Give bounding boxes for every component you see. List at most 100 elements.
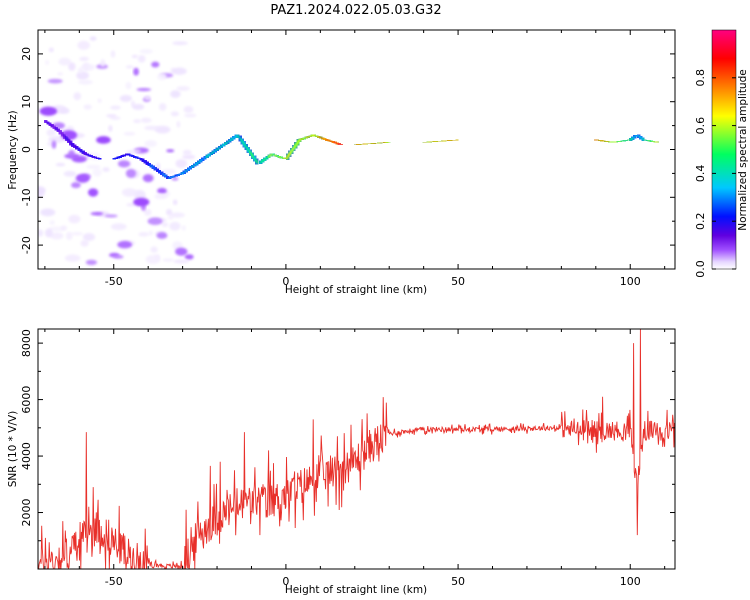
y-tick-label: 8000 — [20, 329, 33, 357]
spectrogram-cell — [71, 182, 81, 189]
spectrogram-cell — [151, 61, 160, 68]
spectrogram-cell — [97, 98, 102, 103]
spectrogram-cell — [44, 60, 50, 65]
spectrogram-cell — [162, 258, 174, 262]
y-tick-label: -20 — [20, 236, 33, 254]
spectrogram-cell — [82, 233, 96, 242]
spectrogram-cell — [64, 254, 81, 262]
spectrogram-cell — [169, 221, 181, 231]
spectrogram-cell — [65, 231, 73, 241]
spectrogram-cell — [133, 67, 139, 76]
y-tick-label: -10 — [20, 188, 33, 206]
spectrogram-cell — [55, 162, 66, 167]
spectrogram-cell — [57, 72, 64, 76]
spectrogram-cell — [145, 254, 161, 264]
spectrogram-cell — [60, 225, 67, 231]
spectrogram-cell — [162, 222, 168, 228]
spectrogram-cell — [172, 67, 187, 75]
spectrogram-cell — [131, 54, 138, 59]
spectrogram-cell — [73, 92, 82, 101]
spectrogram-cell — [110, 50, 116, 58]
x-tick-label: -50 — [105, 275, 123, 288]
spectrogram-cell — [68, 62, 76, 71]
spectrogram-cell — [157, 187, 167, 194]
spectrogram-cell — [166, 149, 175, 153]
spectrogram-cell — [49, 220, 55, 225]
spectrogram-cell — [78, 79, 93, 85]
spectrogram-cell — [156, 232, 168, 239]
snr-panel: -50 0 50 100 2000 4000 6000 8000 Height of str… — [7, 328, 676, 596]
x-tick-label: 50 — [451, 275, 465, 288]
spectrogram-cell — [133, 197, 150, 207]
spectrogram-cell — [142, 174, 154, 183]
spectrogram-cell — [71, 232, 84, 236]
spectrogram-cell — [132, 103, 145, 110]
snr-frame — [37, 328, 676, 570]
spectrogram-cell — [38, 189, 45, 198]
spectrogram-cell — [102, 167, 110, 172]
spectrogram-cell — [144, 125, 160, 131]
spectrogram-cell — [150, 246, 158, 253]
spectrogram-cell — [167, 216, 174, 220]
snr-line-layer — [38, 329, 675, 569]
spectrogram-cell — [138, 232, 150, 237]
spectrogram-cell — [104, 214, 118, 218]
spectrogram-cell — [75, 173, 90, 183]
spectrogram-cell — [176, 86, 190, 92]
spectrogram-cell — [100, 59, 106, 67]
spectrogram-cell — [44, 228, 53, 238]
spectrogram-cell — [85, 259, 98, 266]
spectrogram-cell — [182, 154, 196, 160]
spectrogram-cell — [48, 47, 54, 53]
spectrogram-cell — [96, 136, 111, 144]
spectrogram-cell — [113, 254, 124, 259]
spectrogram-cell — [80, 239, 89, 247]
spectrogram-cell — [50, 232, 64, 240]
spectrogram-cell — [83, 104, 92, 110]
colorbar-tick-label: 0.4 — [694, 165, 707, 183]
spectrogram-panel: -50 0 50 100 -20 -10 0 10 20 Height of straight… — [7, 29, 676, 296]
spectrogram-cell — [182, 149, 192, 156]
spectrogram-x-axis-label: Height of straight line (km) — [285, 284, 427, 296]
spectrogram-cell — [176, 120, 181, 128]
spectrogram-x-ticks: -50 0 50 100 — [44, 30, 666, 288]
spectrogram-cell — [147, 217, 163, 225]
spectrogram-cell — [154, 193, 167, 200]
spectrogram-cell — [133, 119, 142, 124]
spectrogram-cell — [47, 78, 63, 84]
spectrogram-heatmap — [38, 36, 675, 266]
figure-title: PAZ1.2024.022.05.03.G32 — [270, 3, 441, 18]
spectrogram-cell — [86, 165, 101, 169]
y-tick-label: 10 — [20, 95, 33, 109]
spectrogram-cell — [76, 71, 90, 80]
spectrogram-cell — [170, 111, 179, 117]
spectrogram-cell — [158, 103, 167, 111]
spectrogram-cell — [184, 113, 197, 118]
spectrogram-cell — [78, 67, 84, 74]
spectrogram-cell — [51, 140, 57, 149]
spectrogram-cell — [117, 240, 133, 249]
spectrogram-cell — [170, 90, 181, 98]
spectrogram-cell — [125, 82, 132, 90]
y-tick-label: 2000 — [20, 499, 33, 527]
spectrogram-cell — [183, 105, 194, 114]
y-tick-label: 20 — [20, 47, 33, 61]
spectrogram-cell — [92, 168, 102, 177]
spectrogram-cell — [88, 188, 99, 197]
spectrogram-cell — [144, 95, 151, 101]
colorbar-tick-label: 0.6 — [694, 117, 707, 135]
snr-series-line — [38, 329, 675, 569]
spectrogram-cell — [181, 225, 186, 231]
y-tick-label: 6000 — [20, 386, 33, 414]
spectrogram-cell — [172, 199, 178, 205]
spectrogram-cell — [40, 208, 56, 217]
y-tick-label: 4000 — [20, 442, 33, 470]
spectrogram-cell — [38, 229, 44, 237]
spectrogram-cell — [90, 211, 104, 216]
spectrogram-cell — [125, 168, 137, 178]
x-tick-label: 100 — [620, 575, 641, 588]
spectrogram-cell — [144, 208, 152, 216]
spectrogram-cell — [106, 114, 117, 118]
spectrogram-cell — [58, 57, 72, 66]
